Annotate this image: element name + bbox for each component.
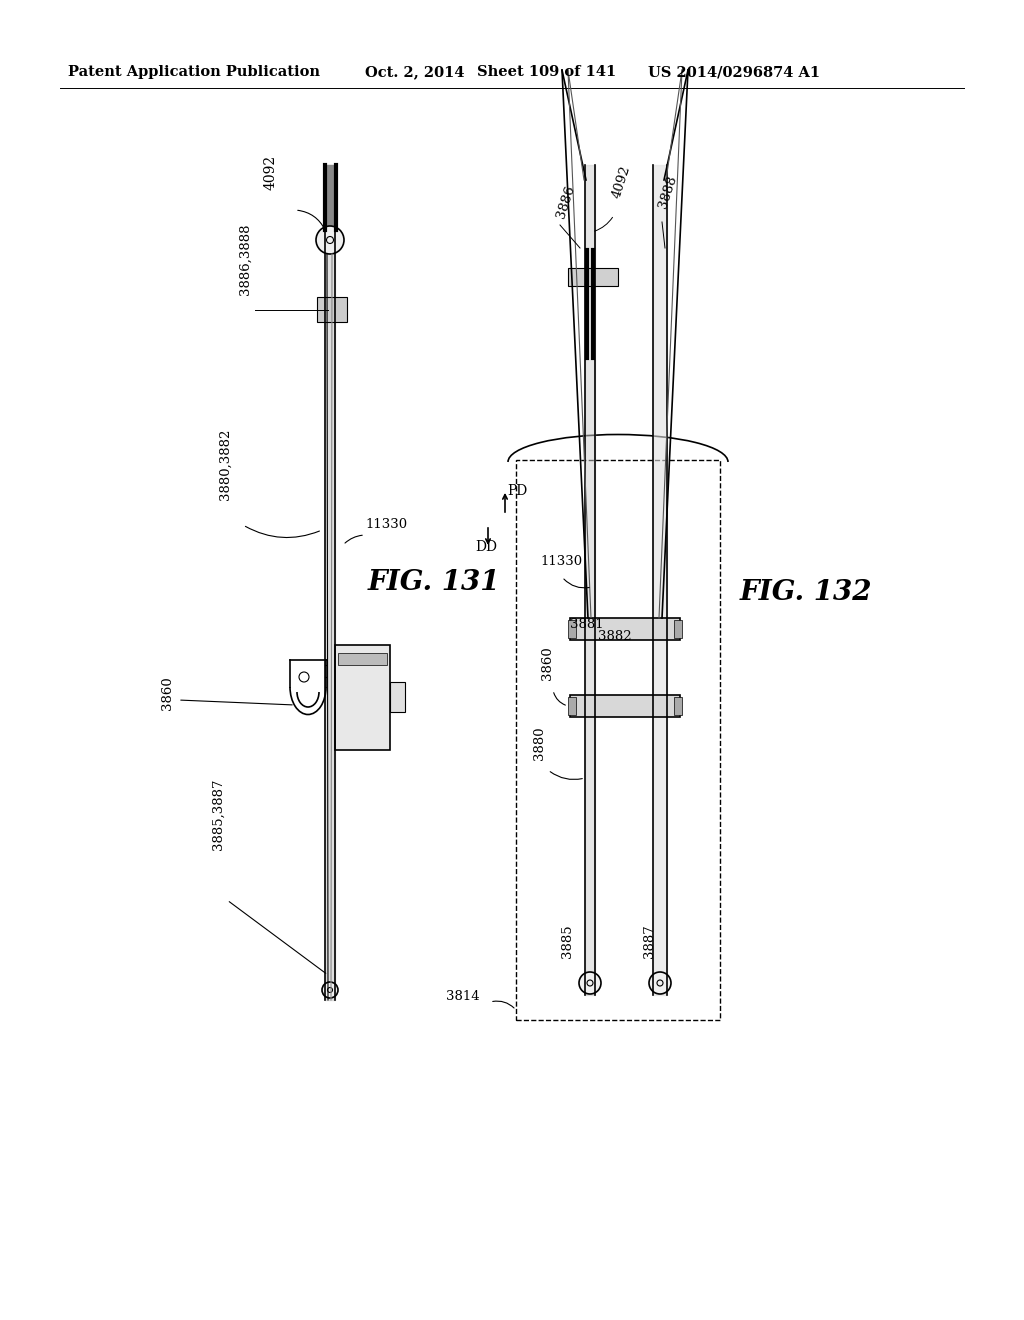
Circle shape	[322, 982, 338, 998]
Circle shape	[579, 972, 601, 994]
Text: 3860: 3860	[542, 647, 555, 680]
Text: 3885,3887: 3885,3887	[212, 779, 224, 850]
Text: FIG. 132: FIG. 132	[740, 579, 872, 606]
Text: Sheet 109 of 141: Sheet 109 of 141	[477, 65, 616, 79]
Text: 3860: 3860	[162, 676, 174, 710]
Circle shape	[316, 226, 344, 253]
Circle shape	[649, 972, 671, 994]
Text: Oct. 2, 2014: Oct. 2, 2014	[365, 65, 465, 79]
Text: 4092: 4092	[610, 164, 633, 201]
Text: PD: PD	[507, 484, 527, 498]
Bar	[674, 620, 682, 638]
Bar	[568, 620, 575, 638]
Text: 3886: 3886	[554, 183, 577, 220]
Text: Patent Application Publication: Patent Application Publication	[68, 65, 319, 79]
Text: 3888: 3888	[656, 174, 679, 210]
Text: 3885: 3885	[561, 924, 574, 958]
Bar	[317, 297, 347, 322]
Text: 3881: 3881	[570, 618, 603, 631]
Text: 3886,3888: 3886,3888	[239, 223, 252, 294]
Bar	[674, 697, 682, 715]
Bar	[338, 653, 387, 665]
Text: 3814: 3814	[446, 990, 480, 1003]
Text: 4092: 4092	[264, 154, 278, 190]
Text: FIG. 131: FIG. 131	[368, 569, 501, 597]
Bar	[568, 697, 575, 715]
Bar	[390, 682, 406, 711]
Text: 3887: 3887	[643, 924, 656, 958]
Text: 3880: 3880	[534, 726, 547, 760]
Bar	[570, 618, 680, 640]
Bar	[568, 268, 618, 286]
Bar	[335, 645, 390, 750]
Bar	[570, 696, 680, 717]
Text: DD: DD	[475, 540, 497, 554]
Text: US 2014/0296874 A1: US 2014/0296874 A1	[648, 65, 820, 79]
Text: 11330: 11330	[365, 517, 408, 531]
Text: 3880,3882: 3880,3882	[218, 429, 231, 500]
Bar	[516, 459, 720, 1020]
Text: 3882: 3882	[598, 630, 632, 643]
Text: 11330: 11330	[540, 554, 582, 568]
